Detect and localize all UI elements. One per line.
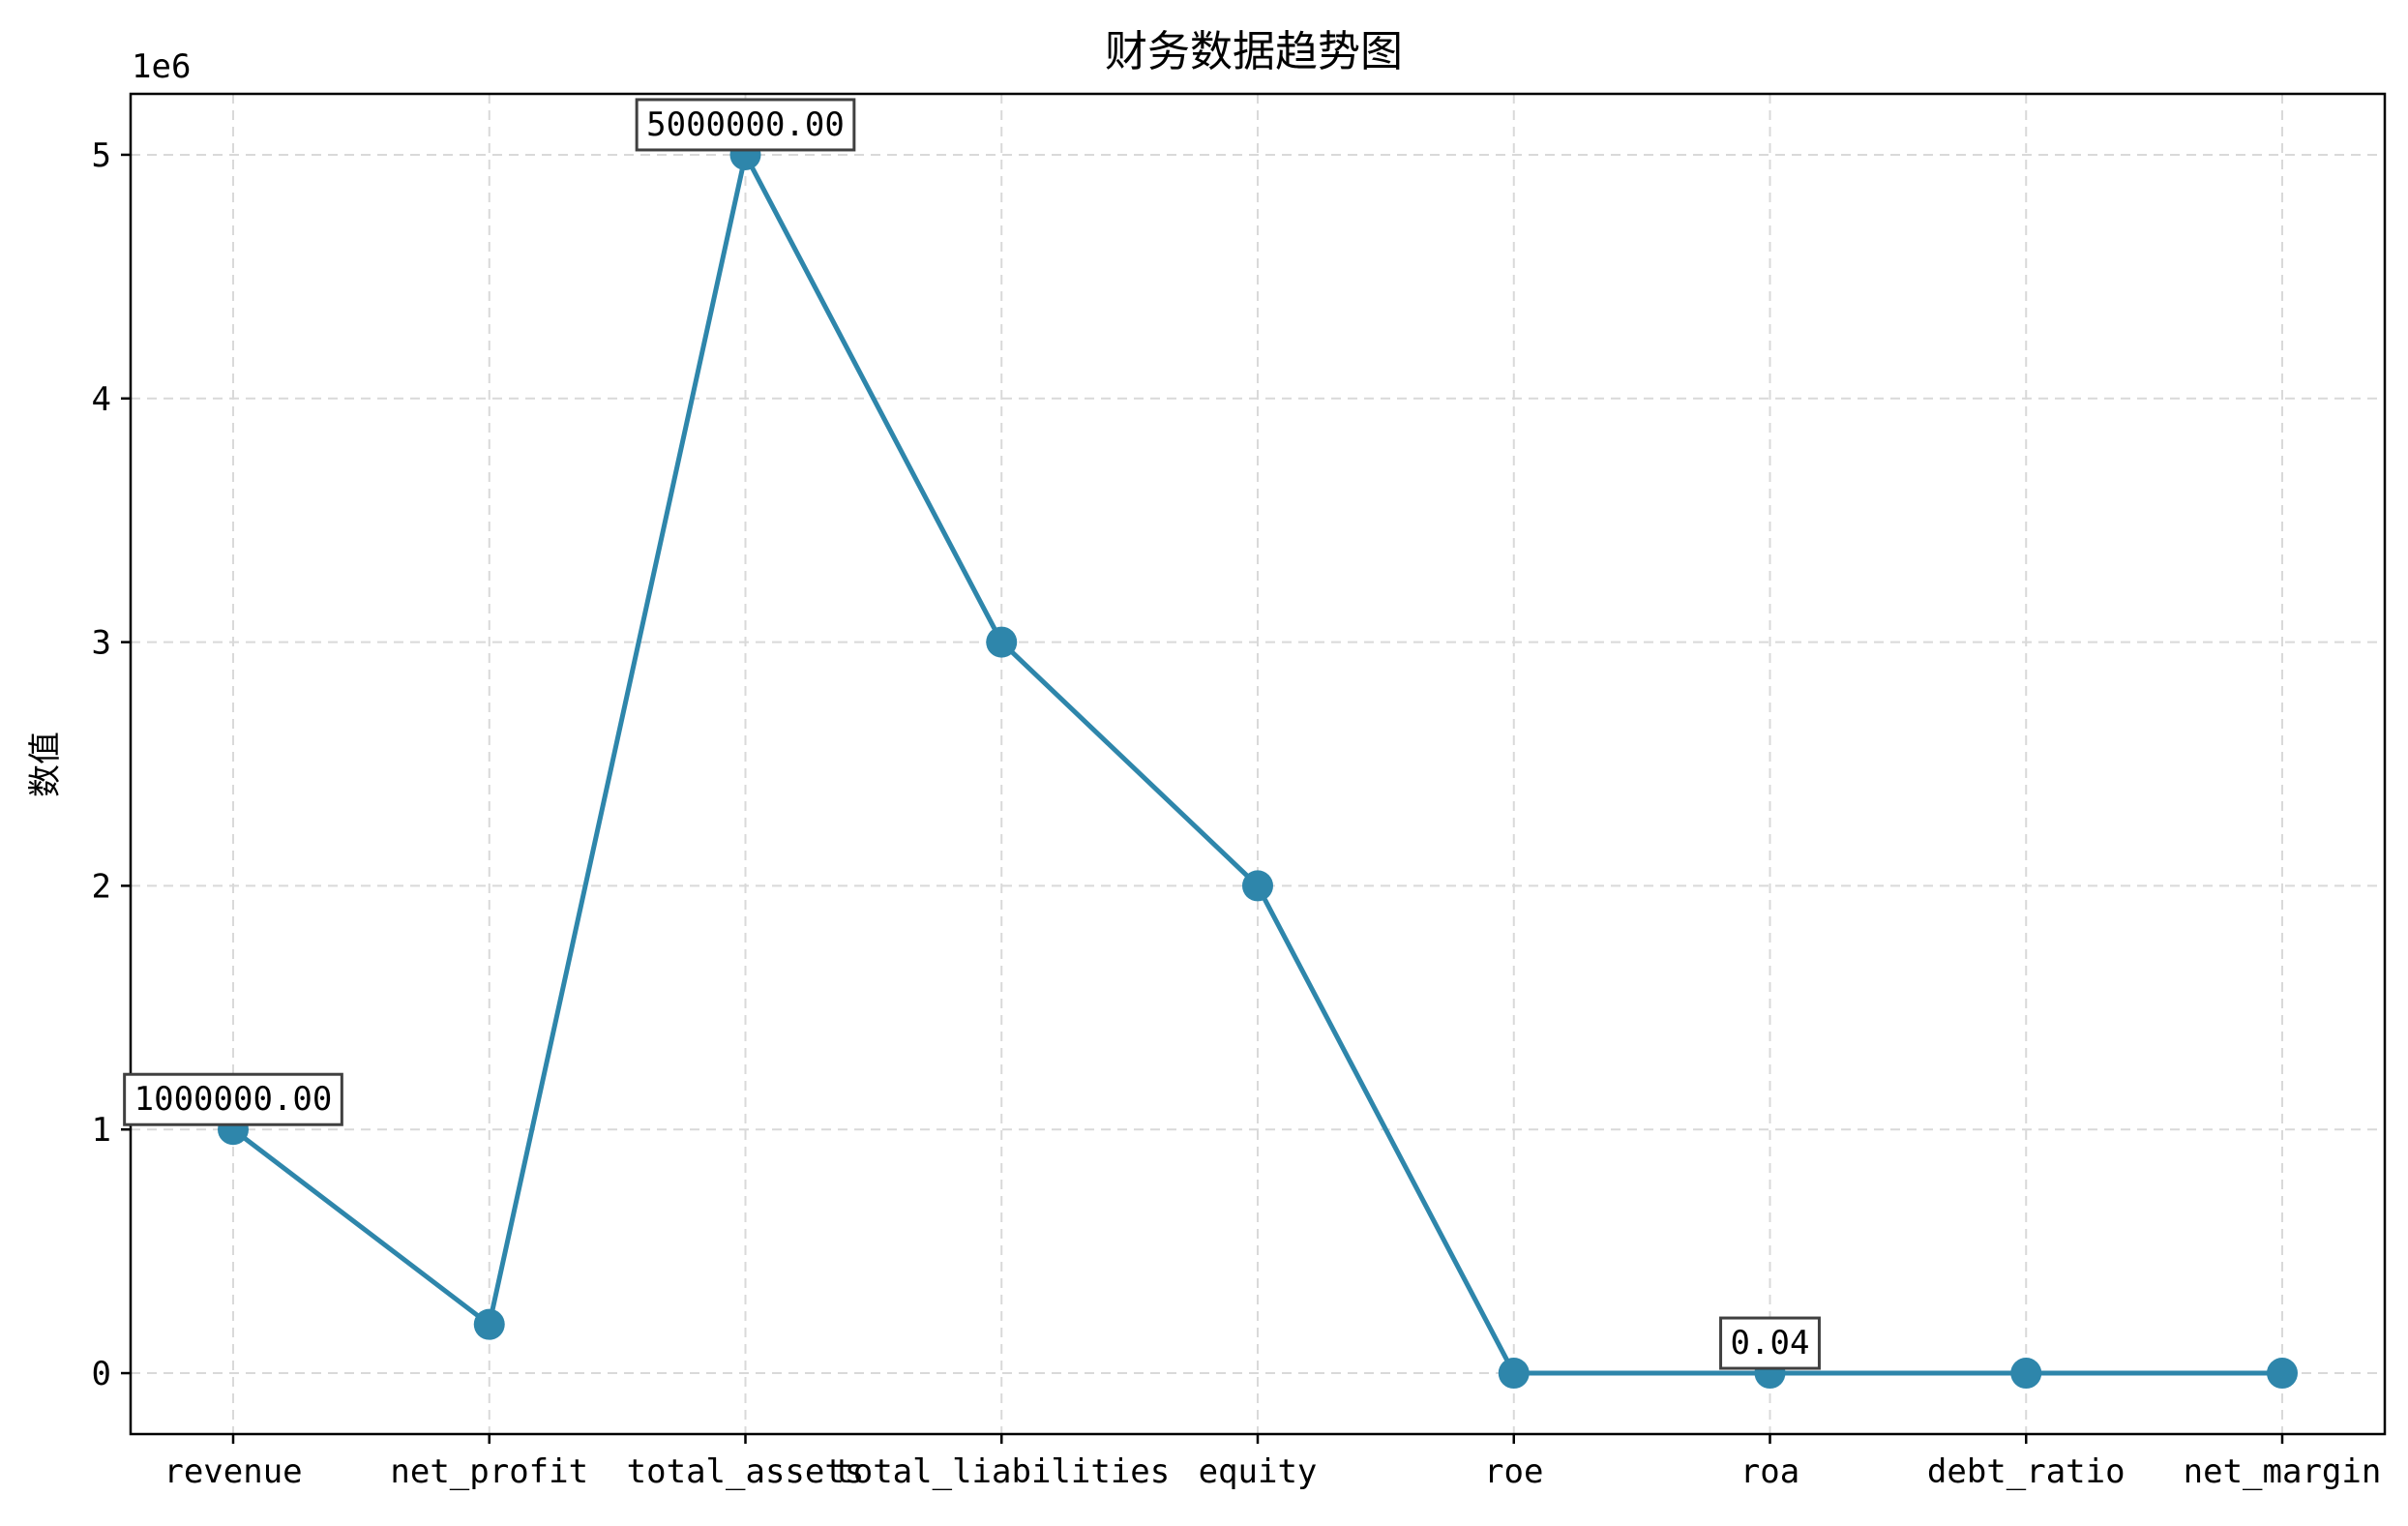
data-point bbox=[473, 1308, 505, 1340]
x-tick-label: equity bbox=[1199, 1452, 1318, 1491]
y-offset-label: 1e6 bbox=[132, 47, 191, 86]
x-tick-label: debt_ratio bbox=[1927, 1452, 2126, 1491]
ticks-layer: revenue net_profit total_assetstotal_liabi… bbox=[92, 136, 2382, 1491]
data-label-box bbox=[123, 1072, 343, 1126]
x-tick-label: revenue bbox=[164, 1452, 302, 1491]
y-axis-label: 数值 bbox=[26, 732, 65, 797]
x-tick-label: total_liabilities bbox=[833, 1452, 1170, 1491]
x-tick-label: net_margin bbox=[2184, 1452, 2382, 1491]
y-tick-label: 2 bbox=[92, 867, 111, 906]
data-label: 5000000.00 bbox=[635, 98, 856, 152]
data-label: 1000000.00 bbox=[123, 1072, 343, 1126]
series-layer bbox=[218, 138, 2298, 1390]
x-tick-label: total_assets bbox=[627, 1452, 865, 1491]
data-point bbox=[1242, 870, 1273, 902]
y-tick-label: 4 bbox=[92, 380, 111, 419]
x-tick-label: roa bbox=[1740, 1452, 1799, 1491]
x-tick-label: net_profit bbox=[390, 1452, 588, 1491]
plot-frame bbox=[129, 92, 2387, 1436]
data-point bbox=[986, 626, 1018, 658]
x-tick-label: roe bbox=[1484, 1452, 1543, 1491]
y-tick-label: 1 bbox=[92, 1111, 111, 1150]
data-label-box bbox=[1719, 1316, 1821, 1370]
series-line bbox=[231, 152, 2283, 1376]
chart-title: 财务数据趋势图 bbox=[1105, 27, 1403, 76]
data-label-text: 0.04 bbox=[1731, 1324, 1810, 1362]
annotation-layer: 1000000.00 5000000.00 0.04 bbox=[123, 98, 1821, 1370]
y-tick-label: 5 bbox=[92, 136, 111, 175]
grid-layer bbox=[131, 94, 2385, 1434]
data-label: 0.04 bbox=[1719, 1316, 1821, 1370]
data-point bbox=[2267, 1358, 2298, 1390]
y-tick-label: 0 bbox=[92, 1355, 111, 1393]
y-tick-label: 3 bbox=[92, 624, 111, 663]
data-label-box bbox=[635, 98, 856, 152]
data-label-text: 5000000.00 bbox=[646, 105, 845, 144]
data-label-text: 1000000.00 bbox=[134, 1080, 333, 1119]
data-point bbox=[1498, 1358, 1530, 1390]
data-point bbox=[2010, 1358, 2042, 1390]
